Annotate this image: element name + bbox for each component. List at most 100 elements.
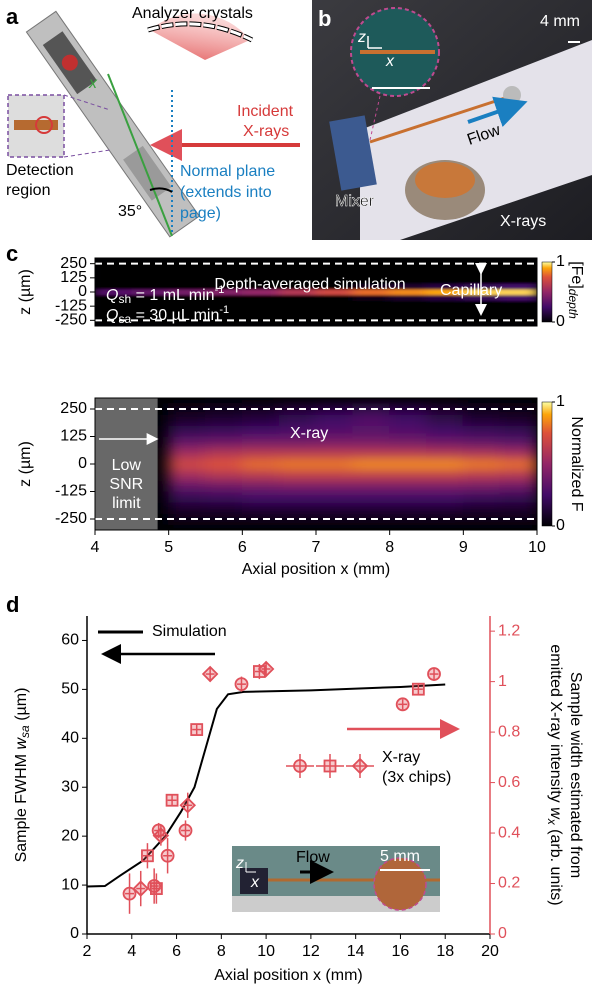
x-tick-label: 10 xyxy=(528,539,546,556)
heat-cell xyxy=(278,480,317,492)
heat-cell xyxy=(278,283,317,290)
heat-cell xyxy=(499,491,537,503)
heat-cell xyxy=(315,305,354,313)
y-tick-label: 40 xyxy=(61,730,79,747)
heat-cell xyxy=(131,317,170,324)
heat-cell xyxy=(278,502,317,514)
heat-cell xyxy=(426,414,464,426)
colorbar-tick-label: 0 xyxy=(556,517,565,534)
x-tick-label: 8 xyxy=(217,943,226,960)
label-part: sa xyxy=(18,725,32,738)
flow-arrow xyxy=(467,96,528,127)
heat-cell xyxy=(241,425,280,437)
heat-cell xyxy=(205,283,243,290)
y-tick-label: 125 xyxy=(60,428,87,445)
heat-cell xyxy=(95,294,133,301)
heat-cell xyxy=(131,260,170,267)
y2-tick-label: 0.8 xyxy=(498,723,520,740)
heat-cell xyxy=(241,294,280,301)
heat-cell xyxy=(241,414,280,426)
z-label: z xyxy=(357,29,366,46)
heat-cell xyxy=(499,271,537,279)
heat-cell xyxy=(499,311,537,318)
x-tick-label: 9 xyxy=(459,539,468,556)
heat-cell xyxy=(205,288,243,296)
panel-d: d Flow 5 mm z x 2 4 6 8 10 12 14 16 18 2001020304… xyxy=(6,592,584,984)
y-tick-label: 250 xyxy=(60,255,87,272)
heat-cell xyxy=(205,502,243,514)
heat-cell xyxy=(168,403,206,415)
heat-cell xyxy=(352,447,391,459)
heat-cell xyxy=(168,436,206,448)
heat-cell xyxy=(241,305,280,313)
y-tick-label: 0 xyxy=(78,455,87,472)
heat-cell xyxy=(315,317,354,324)
heat-cell xyxy=(426,288,464,296)
snr-label: limit xyxy=(112,495,141,512)
heat-cell xyxy=(315,277,354,284)
heat-cell xyxy=(241,283,280,290)
heat-cell xyxy=(168,300,206,307)
heat-cell xyxy=(462,266,501,273)
y2-tick-label: 1.2 xyxy=(498,622,520,639)
heat-cell xyxy=(315,447,354,459)
point xyxy=(178,823,193,838)
heat-cell xyxy=(389,425,427,437)
heat-cell xyxy=(462,447,501,459)
analyzer-label: Analyzer crystals xyxy=(132,5,253,22)
normal-label: page) xyxy=(180,205,221,222)
heat-cell xyxy=(499,458,537,470)
heat-cell xyxy=(241,480,280,492)
point xyxy=(395,697,410,712)
legend-note: (3x chips) xyxy=(382,769,451,786)
heat-cell xyxy=(131,305,170,313)
heat-cell xyxy=(168,311,206,318)
point xyxy=(165,793,179,807)
heat-cell xyxy=(389,414,427,426)
heat-cell xyxy=(462,425,501,437)
heat-cell xyxy=(95,305,133,313)
inset-scale: 5 mm xyxy=(380,848,420,865)
incident-label: X-rays xyxy=(243,123,289,140)
x-label: x xyxy=(385,53,395,70)
x-tick-label: 14 xyxy=(347,943,365,960)
y-tick-label: 30 xyxy=(61,778,79,795)
heat-cell xyxy=(205,311,243,318)
normal-label: Normal plane xyxy=(180,163,275,180)
heat-cell xyxy=(278,469,317,481)
y-axis-label: Sample FWHM wsa (µm) xyxy=(13,688,32,863)
heat-cell xyxy=(499,266,537,273)
heat-cell xyxy=(278,311,317,318)
heat-cell xyxy=(426,458,464,470)
detection-label: region xyxy=(6,182,50,199)
heat-cell xyxy=(131,300,170,307)
heat-cell xyxy=(352,283,391,290)
tubing xyxy=(369,96,506,144)
x-tick-label: 18 xyxy=(436,943,454,960)
heat-cell xyxy=(278,513,317,525)
x-tick-label: 8 xyxy=(385,539,394,556)
point xyxy=(160,848,175,863)
heat-cell xyxy=(241,491,280,503)
heat-cell xyxy=(315,436,354,448)
label: [Fe] xyxy=(568,261,585,289)
legend-marker xyxy=(323,759,337,773)
x-tick-label: 6 xyxy=(238,539,247,556)
heat-cell xyxy=(315,300,354,307)
point xyxy=(201,665,219,683)
sup: -1 xyxy=(215,284,225,296)
heat-cell xyxy=(426,311,464,318)
heatmap-cells xyxy=(168,403,537,525)
incident-label: Incident xyxy=(237,103,294,120)
heat-cell xyxy=(278,403,317,415)
heat-cell xyxy=(241,271,280,279)
heat-cell xyxy=(389,305,427,313)
heat-cell xyxy=(352,311,391,318)
inset-magnifier xyxy=(373,857,427,911)
heat-cell xyxy=(352,414,391,426)
heat-cell xyxy=(241,317,280,324)
heat-cell xyxy=(352,305,391,313)
heat-cell xyxy=(168,283,206,290)
